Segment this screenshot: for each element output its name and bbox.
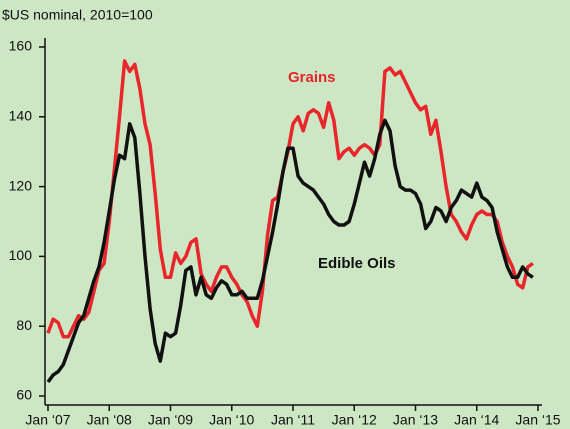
series-label: Grains (288, 69, 336, 86)
y-tick-label: 140 (9, 108, 33, 124)
series-line (46, 118, 534, 384)
x-tick-label: Jan ‘13 (393, 412, 438, 428)
x-tick-label: Jan ‘10 (209, 412, 254, 428)
y-tick-label: 80 (16, 317, 32, 333)
x-tick-label: Jan ‘12 (332, 412, 377, 428)
x-tick-label: Jan ‘07 (25, 412, 70, 428)
y-tick-label: 160 (9, 38, 33, 54)
x-tick-label: Jan ‘09 (148, 412, 193, 428)
series-line (46, 59, 534, 339)
y-tick-label: 100 (9, 247, 33, 263)
x-tick-label: Jan ‘15 (515, 412, 560, 428)
chart-subtitle: $US nominal, 2010=100 (2, 7, 153, 23)
series-label: Edible Oils (318, 255, 396, 272)
x-tick-label: Jan ‘14 (454, 412, 499, 428)
x-tick-label: Jan ‘11 (271, 412, 315, 428)
y-tick-label: 60 (16, 387, 32, 403)
y-tick-label: 120 (9, 177, 33, 193)
x-tick-label: Jan ‘08 (87, 412, 132, 428)
